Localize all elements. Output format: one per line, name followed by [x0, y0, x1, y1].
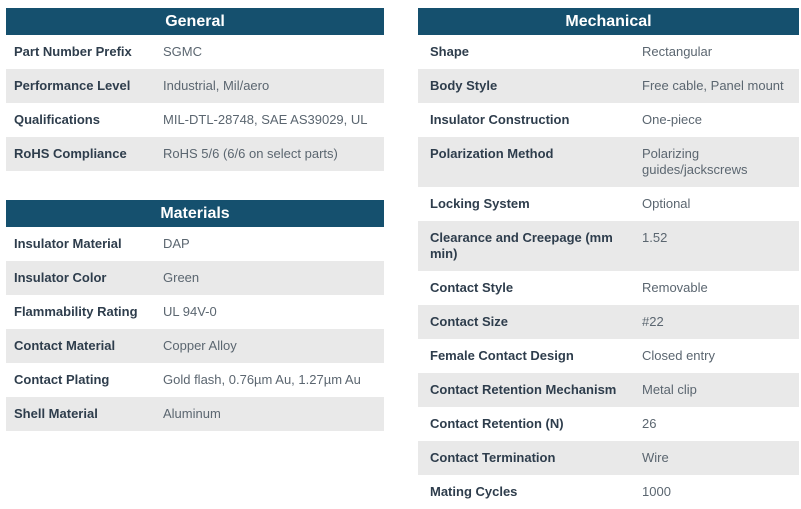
spec-row-body-style: Body Style Free cable, Panel mount	[418, 69, 799, 103]
spec-row-contact-retention-mechanism: Contact Retention Mechanism Metal clip	[418, 373, 799, 407]
spec-row-contact-termination: Contact Termination Wire	[418, 441, 799, 475]
materials-table: Materials Insulator Material DAP Insulat…	[6, 200, 384, 431]
spec-label: Insulator Color	[14, 270, 107, 285]
spec-row-insulator-color: Insulator Color Green	[6, 261, 384, 295]
spec-label: Polarization Method	[430, 146, 554, 161]
spec-value: Polarizing guides/jackscrews	[642, 146, 748, 177]
spec-row-mating-cycles: Mating Cycles 1000	[418, 475, 799, 509]
spec-label: Shell Material	[14, 406, 98, 421]
spec-value: 1.52	[642, 230, 668, 245]
spec-label: RoHS Compliance	[14, 146, 127, 161]
spec-label: Contact Material	[14, 338, 116, 353]
spec-value: RoHS 5/6 (6/6 on select parts)	[163, 146, 338, 161]
spec-label: Clearance and Creepage (mm min)	[430, 230, 613, 261]
spec-row-contact-plating: Contact Plating Gold flash, 0.76µm Au, 1…	[6, 363, 384, 397]
spec-row-female-contact-design: Female Contact Design Closed entry	[418, 339, 799, 373]
general-table-rows: Part Number Prefix SGMC Performance Leve…	[6, 35, 384, 171]
mechanical-table-header: Mechanical	[418, 8, 799, 35]
spec-label: Body Style	[430, 78, 498, 93]
spec-row-contact-size: Contact Size #22	[418, 305, 799, 339]
spec-value: Removable	[642, 280, 708, 295]
general-table: General Part Number Prefix SGMC Performa…	[6, 8, 384, 171]
spec-label: Shape	[430, 44, 470, 59]
spec-value: Industrial, Mil/aero	[163, 78, 270, 93]
spec-label: Insulator Construction	[430, 112, 570, 127]
spec-row-contact-material: Contact Material Copper Alloy	[6, 329, 384, 363]
spec-row-polarization-method: Polarization Method Polarizing guides/ja…	[418, 137, 799, 187]
spec-value: Wire	[642, 450, 669, 465]
spec-label: Qualifications	[14, 112, 100, 127]
general-table-header: General	[6, 8, 384, 35]
spec-value: DAP	[163, 236, 190, 251]
spec-value: SGMC	[163, 44, 202, 59]
spec-value: Closed entry	[642, 348, 715, 363]
spec-row-clearance-creepage: Clearance and Creepage (mm min) 1.52	[418, 221, 799, 271]
spec-label: Locking System	[430, 196, 530, 211]
spec-label: Contact Termination	[430, 450, 556, 465]
spec-label: Part Number Prefix	[14, 44, 132, 59]
materials-table-rows: Insulator Material DAP Insulator Color G…	[6, 227, 384, 431]
spec-row-locking-system: Locking System Optional	[418, 187, 799, 221]
spec-row-contact-style: Contact Style Removable	[418, 271, 799, 305]
spec-value: 26	[642, 416, 657, 431]
spec-label: Mating Cycles	[430, 484, 518, 499]
spec-value: Free cable, Panel mount	[642, 78, 784, 93]
spec-label: Contact Retention Mechanism	[430, 382, 617, 397]
right-column: Mechanical Shape Rectangular Body Style …	[418, 8, 799, 509]
spec-value: MIL-DTL-28748, SAE AS39029, UL	[163, 112, 368, 127]
materials-table-title: Materials	[160, 205, 230, 222]
spec-row-shape: Shape Rectangular	[418, 35, 799, 69]
spec-row-insulator-material: Insulator Material DAP	[6, 227, 384, 261]
materials-table-header: Materials	[6, 200, 384, 227]
spec-value: Metal clip	[642, 382, 697, 397]
spec-row-flammability-rating: Flammability Rating UL 94V-0	[6, 295, 384, 329]
general-table-title: General	[165, 13, 225, 30]
spec-row-shell-material: Shell Material Aluminum	[6, 397, 384, 431]
spec-label: Contact Style	[430, 280, 514, 295]
spec-row-performance-level: Performance Level Industrial, Mil/aero	[6, 69, 384, 103]
spec-value: #22	[642, 314, 664, 329]
spec-label: Contact Size	[430, 314, 509, 329]
spec-value: Green	[163, 270, 200, 285]
mechanical-table: Mechanical Shape Rectangular Body Style …	[418, 8, 799, 509]
mechanical-table-rows: Shape Rectangular Body Style Free cable,…	[418, 35, 799, 509]
spec-label: Contact Retention (N)	[430, 416, 564, 431]
spec-row-qualifications: Qualifications MIL-DTL-28748, SAE AS3902…	[6, 103, 384, 137]
spec-value: Aluminum	[163, 406, 221, 421]
spec-value: 1000	[642, 484, 671, 499]
spec-label: Insulator Material	[14, 236, 122, 251]
spec-label: Contact Plating	[14, 372, 110, 387]
mechanical-table-title: Mechanical	[565, 13, 652, 30]
spec-value: One-piece	[642, 112, 702, 127]
spec-label: Performance Level	[14, 78, 131, 93]
spec-value: Optional	[642, 196, 691, 211]
spec-value: UL 94V-0	[163, 304, 217, 319]
spec-row-part-number-prefix: Part Number Prefix SGMC	[6, 35, 384, 69]
spec-value: Copper Alloy	[163, 338, 237, 353]
spec-value: Gold flash, 0.76µm Au, 1.27µm Au	[163, 372, 361, 387]
spec-label: Female Contact Design	[430, 348, 574, 363]
spec-row-insulator-construction: Insulator Construction One-piece	[418, 103, 799, 137]
spec-row-contact-retention-n: Contact Retention (N) 26	[418, 407, 799, 441]
spec-label: Flammability Rating	[14, 304, 138, 319]
left-column: General Part Number Prefix SGMC Performa…	[6, 8, 384, 431]
spec-value: Rectangular	[642, 44, 713, 59]
spec-row-rohs-compliance: RoHS Compliance RoHS 5/6 (6/6 on select …	[6, 137, 384, 171]
